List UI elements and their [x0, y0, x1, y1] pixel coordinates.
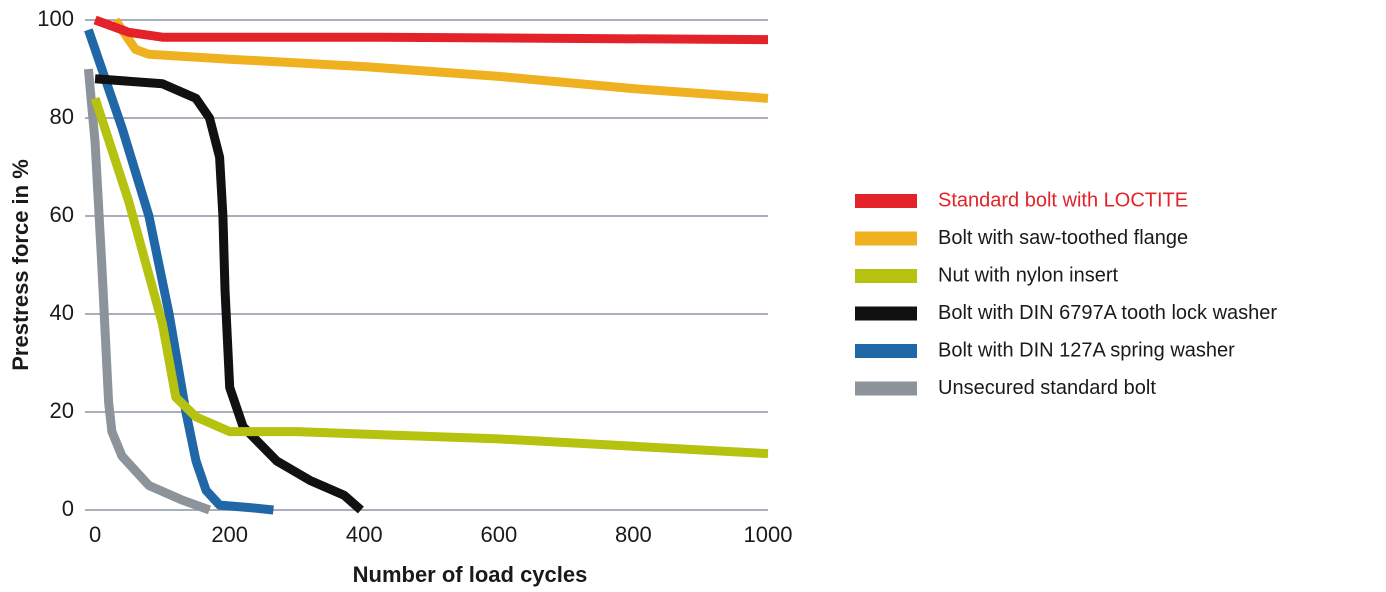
series-line — [84, 28, 274, 515]
legend-swatch — [855, 344, 917, 358]
legend-label: Bolt with DIN 6797A tooth lock washer — [938, 302, 1277, 324]
series-line — [90, 97, 769, 459]
legend-label: Standard bolt with LOCTITE — [938, 189, 1188, 211]
y-tick-label: 40 — [50, 300, 74, 325]
x-tick-label: 0 — [89, 522, 101, 547]
legend-swatch — [855, 194, 917, 208]
legend-label: Nut with nylon insert — [938, 264, 1119, 286]
legend-swatch — [855, 269, 917, 283]
x-tick-label: 400 — [346, 522, 383, 547]
series-line — [93, 15, 769, 45]
y-tick-label: 0 — [62, 496, 74, 521]
legend-swatch — [855, 306, 917, 321]
x-tick-label: 1000 — [744, 522, 793, 547]
y-tick-label: 20 — [50, 398, 74, 423]
legend-label: Bolt with saw-toothed flange — [938, 227, 1188, 249]
series-line — [111, 17, 769, 103]
y-tick-label: 60 — [50, 202, 74, 227]
legend-label: Unsecured standard bolt — [938, 377, 1156, 399]
y-axis-label: Prestress force in % — [8, 159, 33, 371]
series-line — [94, 74, 364, 514]
legend-label: Bolt with DIN 127A spring washer — [938, 339, 1235, 361]
y-tick-label: 80 — [50, 104, 74, 129]
legend-swatch — [855, 231, 917, 246]
y-tick-label: 100 — [37, 6, 74, 31]
x-tick-label: 800 — [615, 522, 652, 547]
series-line — [83, 68, 212, 515]
x-axis-label: Number of load cycles — [353, 562, 588, 587]
legend-swatch — [855, 381, 917, 396]
x-tick-label: 200 — [211, 522, 248, 547]
x-tick-label: 600 — [480, 522, 517, 547]
